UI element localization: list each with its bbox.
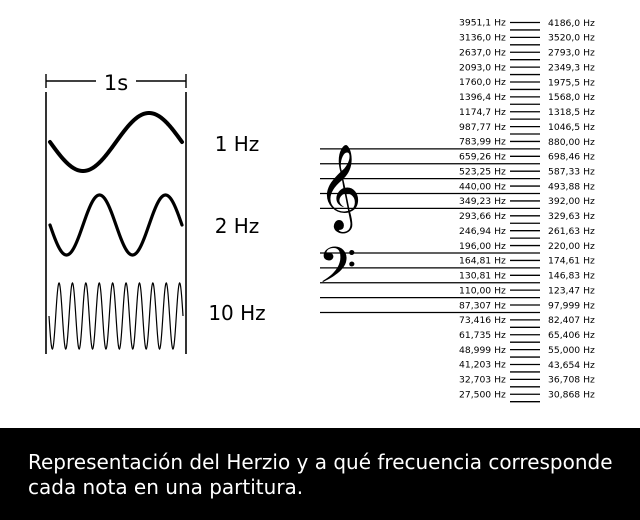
sine-wave-2hz: [48, 193, 184, 257]
frequency-label: 523,25 Hz: [459, 166, 506, 177]
frequency-label: 2793,0 Hz: [548, 48, 595, 59]
frequency-label: 41,203 Hz: [459, 360, 506, 371]
frequency-label: 246,94 Hz: [459, 226, 506, 237]
wave-panel: 1s 1 Hz 2 Hz 10 Hz: [45, 71, 266, 354]
frequency-label: 43,654 Hz: [548, 360, 595, 371]
frequency-label: 55,000 Hz: [548, 345, 595, 356]
frequency-label: 987,77 Hz: [459, 122, 506, 133]
frequency-label: 174,61 Hz: [548, 256, 595, 267]
staff-panel: 𝄞 𝄢: [318, 144, 510, 314]
frequency-label: 32,703 Hz: [459, 375, 506, 386]
frequency-diagram: 1s 1 Hz 2 Hz 10 Hz 𝄞 𝄢 4186,0 Hz 3520,0 H…: [45, 18, 595, 403]
staff-lines: [320, 148, 510, 314]
wave-label-10hz: 10 Hz: [208, 301, 265, 325]
frequency-label: 110,00 Hz: [459, 285, 506, 296]
treble-clef-icon: 𝄞: [318, 144, 362, 234]
frequency-label: 587,33 Hz: [548, 167, 595, 178]
frequency-label: 220,00 Hz: [548, 241, 595, 252]
frequency-label: 87,307 Hz: [459, 300, 506, 311]
frequency-label: 493,88 Hz: [548, 181, 595, 192]
frequency-label: 1568,0 Hz: [548, 92, 595, 103]
frequency-label: 1396,4 Hz: [459, 92, 506, 103]
frequency-ladder: 4186,0 Hz 3520,0 Hz 2793,0 Hz 2349,3 Hz 1975…: [459, 18, 595, 403]
frequency-label: 2637,0 Hz: [459, 47, 506, 58]
frequency-label: 196,00 Hz: [459, 241, 506, 252]
frequency-label: 1046,5 Hz: [548, 122, 595, 133]
frequency-label: 1975,5 Hz: [548, 77, 595, 88]
frequency-label: 1174,7 Hz: [459, 107, 506, 118]
frequency-label: 97,999 Hz: [548, 300, 595, 311]
frequency-label: 698,46 Hz: [548, 152, 595, 163]
frequency-label: 783,99 Hz: [459, 137, 506, 148]
frequency-label: 82,407 Hz: [548, 315, 595, 326]
caption-text: Representación del Herzio y a qué frecue…: [28, 450, 613, 499]
frequency-label: 36,708 Hz: [548, 375, 595, 386]
frequency-label: 293,66 Hz: [459, 211, 506, 222]
frequency-label: 3520,0 Hz: [548, 33, 595, 44]
frequency-label: 1318,5 Hz: [548, 107, 595, 118]
frequency-label: 73,416 Hz: [459, 315, 506, 326]
frequency-label: 2349,3 Hz: [548, 62, 595, 73]
frequency-label: 880,00 Hz: [548, 137, 595, 148]
frequency-label: 2093,0 Hz: [459, 62, 506, 73]
frequency-label: 30,868 Hz: [548, 390, 595, 401]
frequency-label: 3951,1 Hz: [459, 18, 506, 29]
duration-label: 1s: [104, 71, 128, 95]
frequency-label: 3136,0 Hz: [459, 33, 506, 44]
frequency-label: 146,83 Hz: [548, 271, 595, 282]
wave-label-2hz: 2 Hz: [215, 214, 260, 238]
frequency-label: 1760,0 Hz: [459, 77, 506, 88]
frequency-label: 65,406 Hz: [548, 330, 595, 341]
frequency-label: 27,500 Hz: [459, 389, 506, 400]
frequency-label: 329,63 Hz: [548, 211, 595, 222]
frequency-label: 61,735 Hz: [459, 330, 506, 341]
frequency-label: 164,81 Hz: [459, 256, 506, 267]
frequency-label: 123,47 Hz: [548, 285, 595, 296]
frequency-label: 130,81 Hz: [459, 271, 506, 282]
bass-clef-icon: 𝄢: [318, 237, 357, 307]
frequency-label: 659,26 Hz: [459, 152, 506, 163]
frequency-label: 349,23 Hz: [459, 196, 506, 207]
frequency-label: 261,63 Hz: [548, 226, 595, 237]
frequency-label: 392,00 Hz: [548, 196, 595, 207]
frequency-label: 48,999 Hz: [459, 345, 506, 356]
frequency-label: 440,00 Hz: [459, 181, 506, 192]
frequency-label: 4186,0 Hz: [548, 18, 595, 29]
wave-label-1hz: 1 Hz: [215, 132, 260, 156]
caption-bar: Representación del Herzio y a qué frecue…: [0, 428, 640, 520]
sine-wave-10hz: [48, 282, 184, 350]
sine-wave-1hz: [48, 111, 184, 173]
